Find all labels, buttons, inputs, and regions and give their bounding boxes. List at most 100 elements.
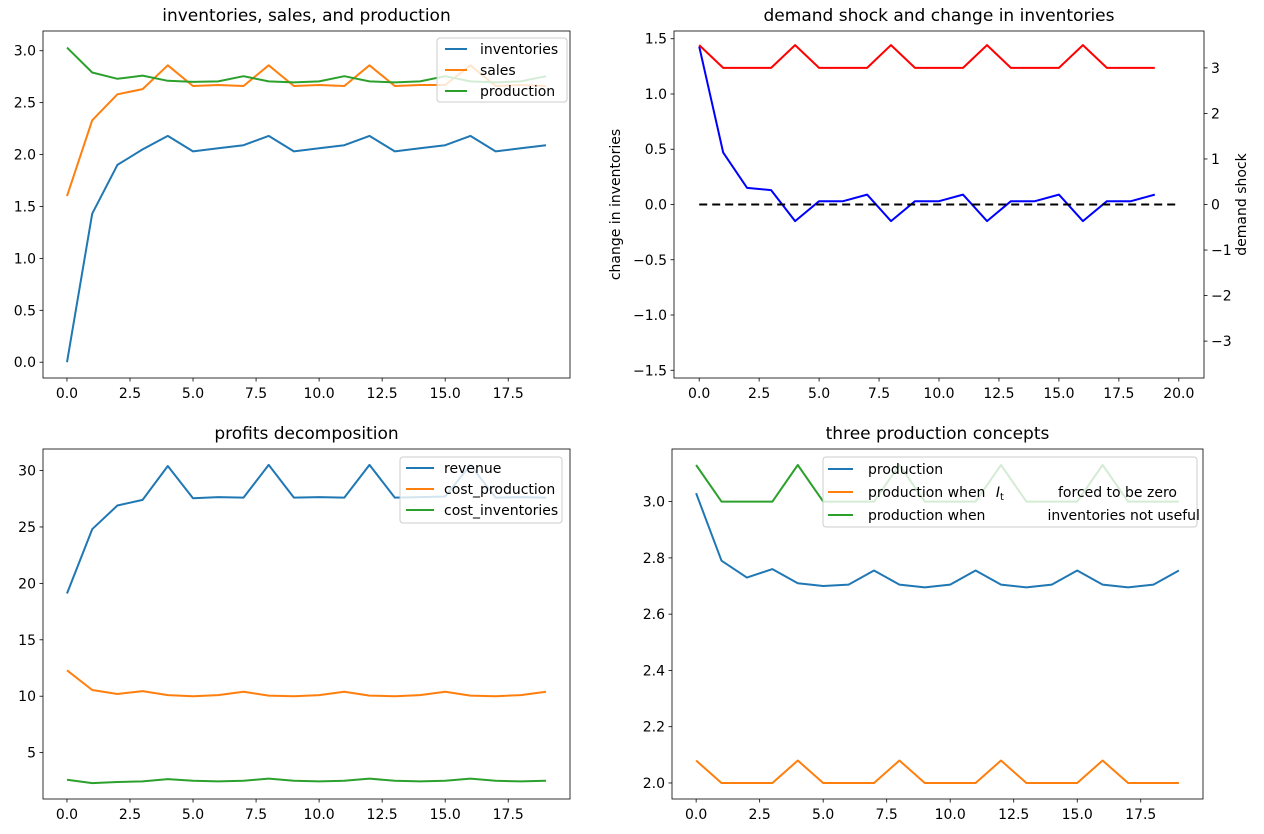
y-tick-label: 2.0 bbox=[643, 776, 665, 792]
legend-label: cost_production bbox=[444, 482, 555, 498]
y-axis-label-right: demand shock bbox=[1234, 152, 1250, 255]
x-tick-label: 7.5 bbox=[245, 807, 267, 823]
y-tick-label: 2.6 bbox=[643, 607, 665, 623]
x-tick-label: 2.5 bbox=[119, 386, 141, 402]
axes-spines bbox=[671, 448, 1204, 800]
series-demand-shock bbox=[698, 44, 1155, 69]
y-tick-label: 1.0 bbox=[645, 87, 667, 103]
y-tick-label: −0.5 bbox=[633, 253, 667, 269]
legend: revenue cost_production cost_inventories bbox=[399, 456, 563, 524]
y-tick-label: 3.0 bbox=[643, 495, 665, 511]
chart-title: profits decomposition bbox=[214, 424, 398, 444]
y-tick-label: 2.0 bbox=[14, 148, 36, 164]
x-tick-label: 0.0 bbox=[688, 386, 710, 402]
x-tick-label: 0.0 bbox=[685, 807, 707, 823]
chart-demand-shock-and-change-in-inventories: 0.0 2.5 5.0 7.5 10.0 12.5 15.0 17.5 20.0−1.5−1.0… bbox=[608, 6, 1250, 402]
y-tick-label: 20 bbox=[18, 576, 36, 592]
x-tick-label: 5.0 bbox=[812, 807, 834, 823]
x-tick-label: 7.5 bbox=[245, 386, 267, 402]
legend: production production when It forced to be… bbox=[822, 456, 1200, 528]
x-tick-label: 17.5 bbox=[1103, 386, 1134, 402]
y-tick-label: 0.0 bbox=[14, 355, 36, 371]
x-tick-label: 10.0 bbox=[304, 807, 335, 823]
series-production bbox=[695, 492, 1180, 589]
legend-label: production bbox=[868, 462, 943, 478]
y-tick-label: 10 bbox=[18, 689, 36, 705]
y-tick-label: 0.5 bbox=[14, 303, 36, 319]
chart-title: three production concepts bbox=[826, 424, 1050, 444]
right-y-tick-label: 1 bbox=[1211, 152, 1220, 168]
legend-label: inventories bbox=[480, 42, 558, 58]
x-tick-label: 15.0 bbox=[430, 807, 461, 823]
y-tick-label: 2.8 bbox=[643, 551, 665, 567]
x-tick-label: 10.0 bbox=[304, 386, 335, 402]
y-tick-label: 1.5 bbox=[14, 199, 36, 215]
x-tick-label: 12.5 bbox=[367, 386, 398, 402]
x-tick-label: 12.5 bbox=[367, 807, 398, 823]
legend-label: production when inventories not useful bbox=[868, 508, 1200, 524]
y-axis-label-left: change in inventories bbox=[608, 129, 624, 280]
chart-title: demand shock and change in inventories bbox=[764, 6, 1115, 26]
right-y-tick-label: 3 bbox=[1211, 61, 1220, 77]
y-tick-label: −1.5 bbox=[633, 363, 667, 379]
y-tick-label: 0.0 bbox=[645, 198, 667, 214]
x-tick-label: 0.0 bbox=[56, 386, 78, 402]
x-tick-label: 12.5 bbox=[998, 807, 1029, 823]
y-tick-label: 30 bbox=[18, 464, 36, 480]
y-tick-label: 2.4 bbox=[643, 663, 665, 679]
legend-box bbox=[399, 456, 563, 524]
y-tick-label: 1.5 bbox=[645, 32, 667, 48]
x-tick-label: 5.0 bbox=[182, 386, 204, 402]
chart-profits-decomposition: 0.0 2.5 5.0 7.5 10.0 12.5 15.0 17.5 5 10 15 20 25 30 p… bbox=[18, 424, 571, 823]
axes-spines bbox=[42, 448, 571, 800]
legend-label: production when It forced to be zero bbox=[868, 485, 1177, 503]
axes-spines bbox=[42, 30, 571, 379]
legend-label: revenue bbox=[444, 461, 501, 477]
legend-label: production bbox=[480, 84, 555, 100]
x-tick-label: 7.5 bbox=[876, 807, 898, 823]
x-tick-label: 2.5 bbox=[748, 386, 770, 402]
right-y-tick-label: 0 bbox=[1211, 198, 1220, 214]
x-tick-label: 20.0 bbox=[1163, 386, 1194, 402]
x-tick-label: 17.5 bbox=[1125, 807, 1156, 823]
series-inventories bbox=[66, 134, 547, 363]
x-tick-label: 10.0 bbox=[923, 386, 954, 402]
series-cost-production bbox=[66, 669, 547, 698]
y-tick-label: 5 bbox=[27, 746, 36, 762]
legend-label: cost_inventories bbox=[444, 503, 558, 519]
series-cost-inventories bbox=[66, 777, 547, 785]
chart-three-production-concepts: 0.0 2.5 5.0 7.5 10.0 12.5 15.0 17.5 2.0 2.2 2.4 2.6… bbox=[643, 424, 1204, 823]
x-tick-label: 5.0 bbox=[808, 386, 830, 402]
legend-box bbox=[822, 456, 1198, 528]
x-tick-label: 15.0 bbox=[430, 386, 461, 402]
right-y-tick-label: −3 bbox=[1211, 334, 1232, 350]
legend-box bbox=[436, 37, 568, 103]
x-tick-label: 10.0 bbox=[935, 807, 966, 823]
legend: inventories sales production bbox=[436, 37, 568, 103]
x-tick-label: 17.5 bbox=[493, 386, 524, 402]
y-tick-label: 0.5 bbox=[645, 142, 667, 158]
y-tick-label: 25 bbox=[18, 520, 36, 536]
x-tick-label: 7.5 bbox=[868, 386, 890, 402]
y-tick-label: 3.0 bbox=[14, 44, 36, 60]
chart-title: inventories, sales, and production bbox=[162, 6, 451, 26]
y-tick-label: 2.5 bbox=[14, 96, 36, 112]
chart-inventories-sales-production: 0.0 2.5 5.0 7.5 10.0 12.5 15.0 17.5 0.0 0.5 1.0 1.5… bbox=[14, 6, 571, 402]
legend-label: sales bbox=[480, 63, 516, 79]
right-y-tick-label: 2 bbox=[1211, 106, 1220, 122]
series-change-in-inventories bbox=[698, 46, 1156, 223]
x-tick-label: 2.5 bbox=[749, 807, 771, 823]
x-tick-label: 15.0 bbox=[1043, 386, 1074, 402]
y-tick-label: 2.2 bbox=[643, 720, 665, 736]
x-tick-label: 15.0 bbox=[1062, 807, 1093, 823]
x-tick-label: 17.5 bbox=[493, 807, 524, 823]
y-tick-label: 15 bbox=[18, 633, 36, 649]
x-tick-label: 12.5 bbox=[983, 386, 1014, 402]
y-tick-label: −1.0 bbox=[633, 308, 667, 324]
right-y-tick-label: −1 bbox=[1211, 243, 1232, 259]
x-tick-label: 0.0 bbox=[56, 807, 78, 823]
y-tick-label: 1.0 bbox=[14, 251, 36, 267]
series-production-when-it-forced-to-be-zero bbox=[695, 759, 1179, 784]
